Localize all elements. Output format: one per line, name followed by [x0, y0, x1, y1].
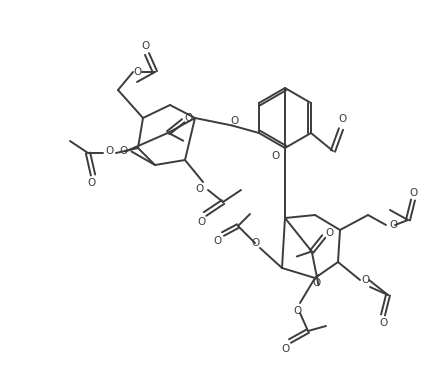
Text: O: O: [88, 178, 96, 188]
Text: O: O: [251, 238, 259, 248]
Text: O: O: [271, 151, 279, 161]
Text: O: O: [282, 344, 290, 354]
Text: O: O: [379, 318, 387, 328]
Text: O: O: [184, 113, 192, 123]
Text: O: O: [134, 67, 142, 77]
Text: O: O: [410, 188, 418, 198]
Text: O: O: [214, 236, 222, 246]
Text: O: O: [362, 275, 370, 285]
Text: O: O: [120, 146, 128, 156]
Text: O: O: [326, 229, 334, 238]
Text: O: O: [141, 41, 149, 51]
Text: O: O: [195, 184, 203, 194]
Text: O: O: [339, 114, 347, 124]
Text: O: O: [312, 278, 321, 288]
Text: O: O: [105, 146, 113, 156]
Text: O: O: [230, 116, 238, 125]
Text: O: O: [389, 220, 397, 230]
Text: O: O: [293, 306, 301, 316]
Text: O: O: [197, 217, 205, 227]
